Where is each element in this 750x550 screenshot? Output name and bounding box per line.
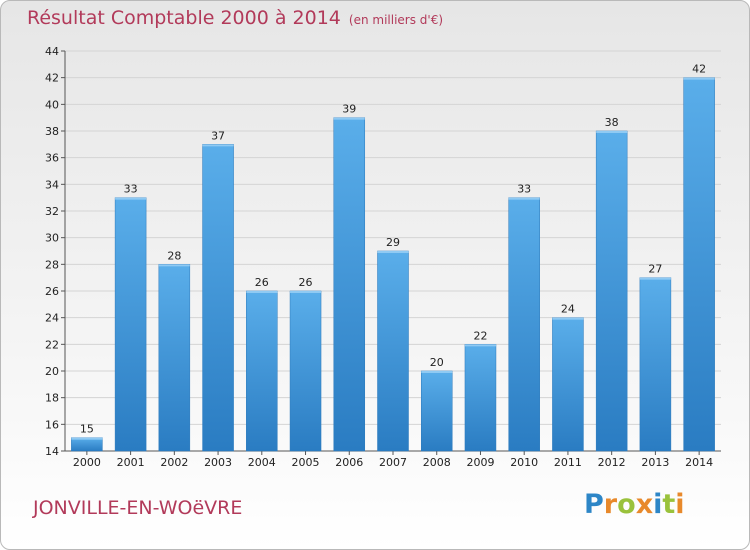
y-tick-label: 14 <box>45 445 59 458</box>
proxiti-logo[interactable]: Proxiti <box>584 489 685 520</box>
y-tick-label: 40 <box>45 98 59 111</box>
logo-letter: o <box>617 489 636 520</box>
value-label: 15 <box>80 423 94 436</box>
y-tick-label: 22 <box>45 338 59 351</box>
bar-2007[interactable] <box>377 250 409 452</box>
logo-letter: r <box>603 489 618 520</box>
bar-2006[interactable] <box>333 117 366 452</box>
x-tick-label: 2007 <box>379 456 407 469</box>
bar-highlight <box>552 317 584 320</box>
bar-2011[interactable] <box>552 317 584 452</box>
bar-2004[interactable] <box>246 290 278 452</box>
bar-2009[interactable] <box>464 344 497 452</box>
y-tick-label: 38 <box>45 125 59 138</box>
x-tick-label: 2014 <box>685 456 713 469</box>
logo-letter: P <box>584 489 604 520</box>
bar-highlight <box>639 277 671 280</box>
bar-2012[interactable] <box>595 130 628 452</box>
x-tick-label: 2008 <box>423 456 451 469</box>
x-tick-label: 2001 <box>117 456 145 469</box>
y-tick-label: 32 <box>45 205 59 218</box>
x-tick-label: 2010 <box>510 456 538 469</box>
value-label: 33 <box>517 183 531 196</box>
bar-2002[interactable] <box>158 264 191 452</box>
bar-2010[interactable] <box>508 197 540 452</box>
bar-highlight <box>683 77 715 80</box>
y-tick-label: 24 <box>45 312 59 325</box>
bar-highlight <box>246 291 278 293</box>
value-label: 22 <box>473 329 487 342</box>
value-label: 42 <box>692 63 706 76</box>
labels: 15 2000 33 2001 28 2002 37 2003 26 2004 26 2005 39 20… <box>73 63 713 469</box>
bar-highlight <box>71 437 103 440</box>
bar-highlight <box>202 144 234 147</box>
value-label: 39 <box>342 103 356 116</box>
value-label: 27 <box>648 263 662 276</box>
bar-highlight <box>158 264 190 267</box>
y-tick-label: 26 <box>45 285 59 298</box>
value-label: 33 <box>124 183 138 196</box>
bar-highlight <box>290 291 322 293</box>
bar-2008[interactable] <box>420 370 453 452</box>
x-tick-label: 2005 <box>292 456 320 469</box>
bars <box>71 77 715 452</box>
bar-2014[interactable] <box>683 77 715 452</box>
bar-highlight <box>333 117 365 120</box>
bar-2005[interactable] <box>289 290 322 452</box>
logo-letter: t <box>662 489 676 520</box>
value-label: 20 <box>430 356 444 369</box>
logo-letter: x <box>635 489 654 520</box>
bar-2001[interactable] <box>114 197 147 452</box>
value-label: 29 <box>386 236 400 249</box>
y-tick-label: 30 <box>45 232 59 245</box>
bar-highlight <box>464 344 496 347</box>
x-tick-label: 2013 <box>641 456 669 469</box>
value-label: 37 <box>211 129 225 142</box>
y-tick-label: 16 <box>45 418 59 431</box>
bar-2003[interactable] <box>202 144 234 452</box>
y-tick-label: 36 <box>45 152 59 165</box>
chart-unit: (en milliers d'€) <box>348 13 444 27</box>
value-label: 24 <box>561 303 575 316</box>
logo-letter: i <box>653 489 663 520</box>
x-tick-label: 2000 <box>73 456 101 469</box>
x-tick-label: 2012 <box>598 456 626 469</box>
bar-highlight <box>596 131 628 133</box>
bar-highlight <box>421 371 453 373</box>
bar-highlight <box>377 251 409 253</box>
logo-letter: i <box>675 489 685 520</box>
chart-title-text: Résultat Comptable 2000 à 2014 <box>27 7 341 29</box>
y-tick-label: 42 <box>45 72 59 85</box>
y-tick-label: 44 <box>45 45 59 58</box>
bar-highlight <box>115 197 147 200</box>
y-tick-label: 18 <box>45 392 59 405</box>
x-tick-label: 2011 <box>554 456 582 469</box>
value-label: 38 <box>605 116 619 129</box>
x-tick-label: 2002 <box>160 456 188 469</box>
commune-name: JONVILLE-EN-WOëVRE <box>33 497 243 519</box>
x-tick-label: 2003 <box>204 456 232 469</box>
x-tick-label: 2004 <box>248 456 276 469</box>
x-tick-label: 2009 <box>466 456 494 469</box>
bar-2013[interactable] <box>639 277 672 452</box>
y-tick-label: 20 <box>45 365 59 378</box>
value-label: 26 <box>255 276 269 289</box>
x-tick-label: 2006 <box>335 456 363 469</box>
value-label: 28 <box>167 249 181 262</box>
chart-title: Résultat Comptable 2000 à 2014 (en millie… <box>27 7 443 29</box>
bar-highlight <box>508 197 540 200</box>
y-tick-label: 34 <box>45 178 59 191</box>
value-label: 26 <box>299 276 313 289</box>
y-tick-label: 28 <box>45 258 59 271</box>
